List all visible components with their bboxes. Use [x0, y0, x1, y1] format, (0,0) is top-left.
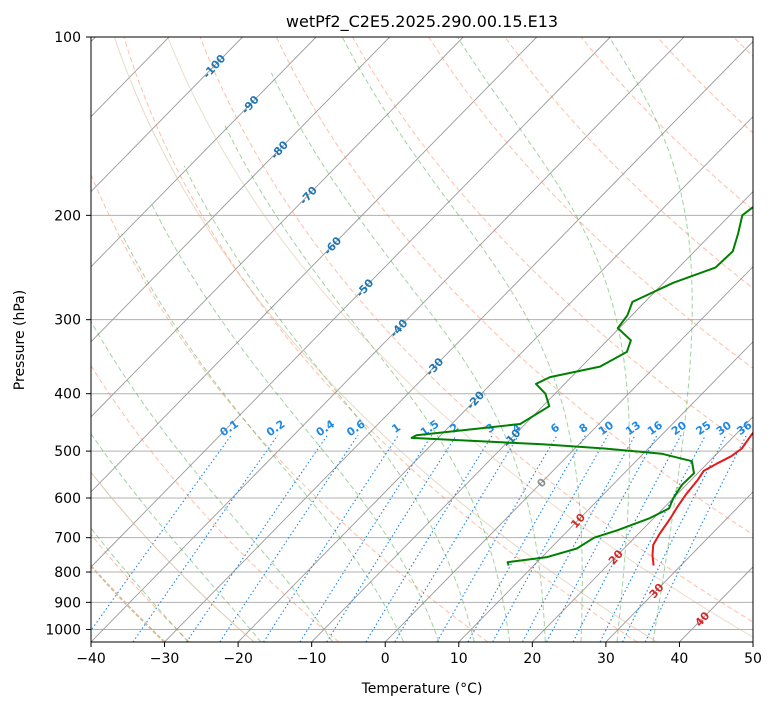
isotherm-line — [237, 115, 753, 642]
y-axis: 100 200 300 400 500 600 700 800 900 1000 — [45, 30, 91, 638]
y-tick-label: 200 — [54, 208, 81, 224]
y-tick-label: 900 — [54, 595, 81, 611]
y-tick-label: 1000 — [45, 622, 81, 638]
data-series — [410, 205, 753, 566]
chart-title: wetPf2_C2E5.2025.290.00.15.E13 — [286, 12, 558, 32]
isotherm-line — [91, 37, 243, 193]
moist-adiabat-line — [270, 72, 546, 642]
isotherm-line — [311, 191, 753, 642]
x-axis: −40 −30 −20 −10 0 10 20 30 40 50 — [76, 642, 762, 667]
isotherm-line — [91, 37, 317, 268]
mixing-ratio-line — [644, 434, 747, 642]
isotherm-line — [91, 37, 685, 642]
x-tick-label: −10 — [297, 651, 327, 667]
dry-adiabat-line — [91, 364, 340, 642]
isotherm-line — [458, 341, 753, 642]
moist-adiabat-line — [150, 201, 440, 642]
mixing-ratio-line — [622, 434, 727, 642]
y-axis-label: Pressure (hPa) — [12, 290, 28, 390]
mixing-ratio-label: 36 — [734, 418, 754, 438]
y-tick-label: 300 — [54, 313, 81, 329]
moist-adiabat-line — [183, 165, 475, 642]
plot-background — [91, 37, 753, 642]
background-lines — [91, 37, 753, 642]
isotherm-line — [532, 416, 753, 642]
mixing-ratio-line — [467, 434, 586, 642]
isotherm-line — [91, 37, 464, 418]
dry-adiabat-line — [275, 37, 753, 536]
moist-adiabat-line — [91, 320, 334, 642]
mixing-ratio-line — [492, 434, 609, 642]
x-tick-label: 0 — [381, 651, 390, 667]
x-tick-label: −30 — [150, 651, 180, 667]
isotherm-line — [605, 491, 753, 642]
y-tick-label: 500 — [54, 444, 81, 460]
moist-adiabat-line — [608, 37, 693, 642]
x-tick-label: −20 — [223, 651, 253, 667]
mixing-ratio-line — [436, 434, 558, 642]
isotherm-line — [91, 37, 538, 493]
theta-e-curve — [91, 471, 255, 642]
temperature-profile-line — [651, 431, 753, 566]
moist-adiabat-line — [121, 233, 405, 642]
mixing-ratio-line — [365, 434, 493, 642]
moist-adiabat-line — [223, 123, 511, 642]
x-tick-label: 50 — [744, 651, 762, 667]
isotherm-line — [91, 37, 611, 568]
y-tick-label: 700 — [54, 531, 81, 547]
y-tick-label: 100 — [54, 30, 81, 46]
mixing-ratio-line — [132, 434, 279, 642]
y-tick-label: 800 — [54, 565, 81, 581]
x-tick-label: 30 — [597, 651, 615, 667]
plot-frame — [90, 36, 754, 643]
x-tick-label: 20 — [523, 651, 541, 667]
mixing-ratio-line — [263, 434, 399, 642]
dewpoint-profile-line — [410, 205, 753, 566]
mixing-ratio-line — [522, 434, 636, 642]
x-tick-label: 40 — [671, 651, 689, 667]
isotherm-line — [164, 40, 753, 642]
mixing-ratio-line — [572, 434, 682, 642]
x-tick-label: −40 — [76, 651, 106, 667]
y-tick-label: 400 — [54, 387, 81, 403]
dry-adiabat-line — [352, 37, 753, 451]
grid-layer — [91, 37, 753, 642]
isotherm-line — [91, 37, 390, 343]
moist-adiabat-line — [457, 37, 631, 642]
mixing-ratio-line — [599, 434, 706, 642]
x-axis-label: Temperature (°C) — [361, 681, 483, 697]
x-tick-label: 10 — [450, 651, 468, 667]
moist-adiabat-line — [91, 432, 262, 642]
theta-e-curve — [167, 37, 753, 638]
mixing-ratio-line — [186, 434, 328, 642]
mixing-ratio-line — [299, 434, 433, 642]
dry-adiabat-line — [91, 533, 191, 642]
y-tick-label: 600 — [54, 491, 81, 507]
theta-e-curve — [113, 37, 658, 642]
dry-adiabat-line — [199, 37, 753, 623]
mixing-ratio-line — [394, 434, 520, 642]
mixing-ratio-line — [326, 434, 457, 642]
isotherm-line — [384, 266, 753, 642]
mixing-ratio-line — [546, 434, 658, 642]
dry-adiabat-line — [504, 37, 753, 289]
